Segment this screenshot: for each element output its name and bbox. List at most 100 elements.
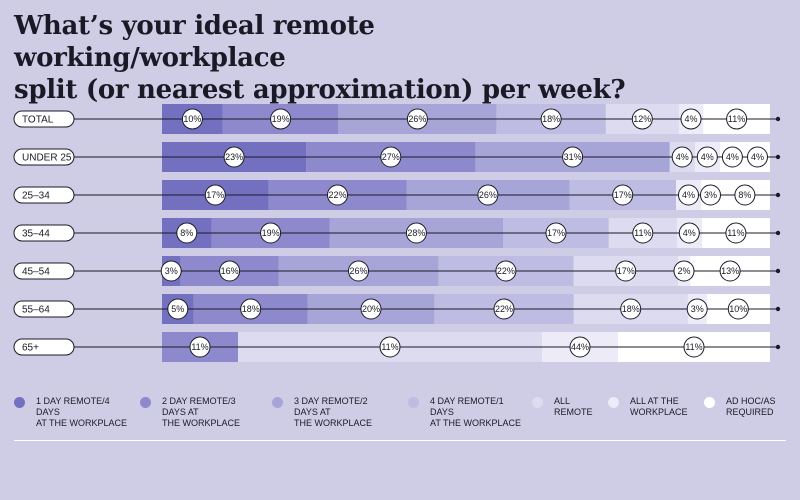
value-label-total-4: 18% [542,114,560,124]
value-bubble-35-44-2 [260,222,282,244]
legend-swatch-all-remote [532,397,543,408]
value-bubble-35-44-4 [545,222,567,244]
value-bubble-35-44-1 [176,222,198,244]
chart-title: What’s your ideal remote working/workpla… [14,10,634,106]
value-bubble-under-25-1 [223,146,245,168]
value-bubble-under-25-2 [380,146,402,168]
value-bubble-total-2 [270,108,292,130]
row-label-pill-45-54 [13,262,75,280]
value-label-55-64-2: 18% [242,304,260,314]
value-label-45-54-7: 13% [721,266,739,276]
value-label-35-44-4: 17% [547,228,565,238]
value-label-total-7: 11% [728,114,745,124]
legend-label-all-remote-line2: REMOTE [554,407,593,417]
value-bubble-65-4 [683,336,705,358]
value-bubble-55-64-1 [167,298,189,320]
row-label-pill-55-64 [13,300,75,318]
value-label-under-25-2: 27% [382,152,400,162]
legend-label-ad-hoc: AD HOC/AS REQUIRED [726,396,800,418]
value-label-under-25-3: 31% [564,152,582,162]
row-label-45-54: 45–54 [22,267,50,278]
value-bubble-45-54-7 [719,260,741,282]
value-bubble-65-2 [379,336,401,358]
value-label-total-3: 26% [408,114,426,124]
row-axis-end-dot-under-25 [775,154,781,160]
value-label-65-3: 44% [571,342,589,352]
chart-title-line-2: split (or nearest approximation) per wee… [14,75,626,105]
value-bubble-35-44-7 [725,222,747,244]
value-label-25-34-4: 17% [614,190,632,200]
legend-swatch-1day [14,397,25,408]
row-label-pill-35-44 [13,224,75,242]
row-axis-end-dot-65 [775,344,781,350]
value-label-65-4: 11% [685,342,702,352]
value-bubble-45-54-4 [495,260,517,282]
value-label-55-64-1: 5% [171,304,184,314]
value-bubble-45-54-2 [219,260,241,282]
value-bubble-25-34-3 [477,184,499,206]
value-label-25-34-2: 22% [328,190,346,200]
legend-label-4day: 4 DAY REMOTE/1 DAYS AT THE WORKPLACE [430,396,530,429]
value-bubble-45-54-3 [348,260,369,282]
row-label-total: TOTAL [22,115,54,126]
value-label-under-25-6: 4% [726,152,739,162]
value-label-35-44-6: 4% [683,228,696,238]
value-label-35-44-1: 8% [180,228,193,238]
legend-swatch-all-workplace [608,397,619,408]
value-label-total-2: 19% [272,114,290,124]
value-label-65-1: 11% [191,342,208,352]
row-label-pill-total [13,110,75,128]
value-bubble-35-44-5 [632,222,654,244]
value-bubble-65-3 [569,336,591,358]
value-bubble-total-4 [540,108,562,130]
legend-label-1day-line2: AT THE WORKPLACE [36,418,128,428]
value-label-55-64-7: 10% [729,304,747,314]
value-label-total-6: 4% [684,114,697,124]
legend-label-all-workplace: ALL AT THE WORKPLACE [630,396,730,418]
value-label-45-54-5: 17% [617,266,635,276]
value-label-35-44-3: 28% [407,228,425,238]
row-axis-end-dot-35-44 [775,230,781,236]
legend-label-3day: 3 DAY REMOTE/2 DAYS AT THE WORKPLACE [294,396,394,429]
value-bubble-total-6 [680,108,702,130]
row-axis-end-dot-45-54 [775,268,781,274]
value-bubble-under-25-6 [721,146,743,168]
row-label-55-64: 55–64 [22,305,50,316]
value-bubble-total-5 [631,108,653,130]
value-label-55-64-6: 3% [691,304,704,314]
value-label-45-54-4: 22% [497,266,515,276]
value-label-55-64-3: 20% [362,304,380,314]
value-bubble-45-54-5 [615,260,637,282]
legend-label-2day-line1: 2 DAY REMOTE/3 DAYS AT [162,396,236,417]
value-label-45-54-6: 2% [677,266,690,276]
value-bubble-55-64-3 [360,298,382,320]
value-label-45-54-2: 16% [221,266,239,276]
value-bubble-25-34-7 [734,184,756,206]
legend: 1 DAY REMOTE/4 DAYS AT THE WORKPLACE 2 D… [14,396,794,436]
value-label-25-34-7: 8% [738,190,751,200]
value-bubble-under-25-7 [747,146,768,168]
value-bubble-total-1 [181,108,203,130]
legend-label-2day-line2: THE WORKPLACE [162,418,241,428]
row-label-pill-25-34 [13,186,75,204]
legend-label-1day-line1: 1 DAY REMOTE/4 DAYS [36,396,110,417]
legend-label-2day: 2 DAY REMOTE/3 DAYS AT THE WORKPLACE [162,396,262,429]
value-label-under-25-7: 4% [751,152,764,162]
value-bubble-under-25-4 [671,146,693,168]
value-label-25-34-1: 17% [206,190,224,200]
value-label-35-44-7: 11% [727,228,744,238]
value-label-45-54-3: 26% [349,266,367,276]
value-label-under-25-1: 23% [225,152,243,162]
value-bubble-total-7 [726,108,748,130]
row-axis-end-dot-25-34 [775,192,781,198]
legend-label-all-workplace-line1: ALL AT THE [630,396,679,406]
value-label-55-64-5: 18% [622,304,640,314]
stacked-bar-chart: TOTAL 10% 19% 26% 18% 12% 4% 11% UNDER 25 23% 27% 3… [13,104,781,362]
legend-swatch-ad-hoc [704,397,715,408]
value-bubble-25-34-5 [678,184,699,206]
legend-swatch-3day [272,397,283,408]
legend-label-ad-hoc-line2: REQUIRED [726,407,774,417]
legend-label-4day-line2: AT THE WORKPLACE [430,418,522,428]
value-label-under-25-4: 4% [676,152,689,162]
value-bubble-25-34-2 [327,184,348,206]
